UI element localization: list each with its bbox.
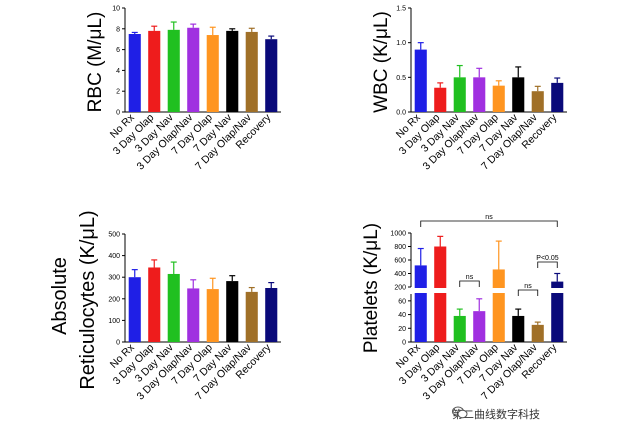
wbc-bar xyxy=(415,50,427,112)
platelets-axis-break-gap xyxy=(550,288,564,293)
retic-y-tick-label: 500 xyxy=(108,232,120,239)
platelets-y-tick-label: 400 xyxy=(394,271,406,278)
platelets-significance-bracket xyxy=(538,262,558,268)
platelets-axis-break-gap xyxy=(433,288,447,293)
wbc-bar xyxy=(473,77,485,112)
retic-bar xyxy=(148,267,160,342)
platelets-bar xyxy=(434,247,446,343)
rbc-y-tick-label: 10 xyxy=(112,6,120,13)
retic-bar xyxy=(187,288,199,342)
platelets-y-tick-label: 600 xyxy=(394,258,406,265)
platelets-bar xyxy=(512,316,524,342)
wbc-panel: WBC (K/μL) 0.00.51.01.5No Rx3 Day Olap3 … xyxy=(371,6,567,173)
platelets-y-tick-label: 60 xyxy=(398,298,406,305)
rbc-bar xyxy=(265,39,277,112)
retic-y-tick-label: 200 xyxy=(108,296,120,303)
platelets-y-tick-label: 1000 xyxy=(390,231,406,238)
platelets-axis-break-gap xyxy=(414,288,428,293)
platelets-bar xyxy=(454,316,466,342)
platelets-significance-bracket xyxy=(518,290,538,296)
platelets-panel: Platelets (K/μL) 0 20 40 60 200 400 600 800 1000… xyxy=(361,214,567,403)
retic-bar xyxy=(207,289,219,342)
rbc-y-tick-label: 4 xyxy=(116,68,120,75)
reticulocytes-panel: Absolute Reticulocytes (K/μL) 0 100 200 300… xyxy=(49,210,281,402)
rbc-y-tick-label: 6 xyxy=(116,47,120,54)
wbc-bar xyxy=(551,83,563,112)
rbc-bar xyxy=(246,32,258,112)
wbc-y-tick-label: 0.5 xyxy=(396,75,406,82)
platelets-significance-bracket xyxy=(460,281,480,287)
wbc-bar xyxy=(512,77,524,112)
platelets-y-tick-label: 800 xyxy=(394,244,406,251)
retic-bar xyxy=(168,274,180,342)
wbc-y-tick-label: 1.5 xyxy=(396,6,406,13)
retic-y-tick-label: 300 xyxy=(108,275,120,282)
wechat-icon xyxy=(452,406,468,419)
rbc-bar xyxy=(226,31,238,112)
retic-y-tick-label: 400 xyxy=(108,253,120,260)
retic-ylabel-line1: Absolute xyxy=(49,257,71,335)
platelets-bar xyxy=(493,269,505,342)
retic-bar xyxy=(246,292,258,342)
rbc-y-tick-label: 2 xyxy=(116,89,120,96)
retic-y-tick-label: 0 xyxy=(116,340,120,347)
platelets-ylabel: Platelets (K/μL) xyxy=(361,223,382,353)
platelets-significance-bracket xyxy=(421,221,558,227)
retic-bar xyxy=(129,277,141,342)
platelets-significance-label: ns xyxy=(466,274,474,281)
platelets-y-tick-label: 200 xyxy=(394,285,406,292)
rbc-ylabel: RBC (M/μL) xyxy=(85,12,106,113)
platelets-bar xyxy=(415,265,427,342)
wbc-bar xyxy=(434,88,446,112)
figure-canvas: RBC (M/μL) 0246810No Rx3 Day Olap3 Day N… xyxy=(0,0,624,425)
platelets-significance-label: ns xyxy=(524,283,532,290)
rbc-bar xyxy=(148,31,160,112)
rbc-bar xyxy=(168,30,180,112)
wbc-ylabel: WBC (K/μL) xyxy=(371,11,392,113)
retic-y-tick-label: 100 xyxy=(108,318,120,325)
wbc-bar xyxy=(454,77,466,112)
wbc-y-tick-label: 1.0 xyxy=(396,40,406,47)
retic-bar xyxy=(226,281,238,342)
platelets-significance-label: ns xyxy=(485,214,493,221)
rbc-bar xyxy=(129,34,141,112)
rbc-y-tick-label: 8 xyxy=(116,26,120,33)
platelets-axis-break-gap xyxy=(492,288,506,293)
platelets-bar xyxy=(532,325,544,342)
platelets-bar xyxy=(473,311,485,342)
rbc-y-tick-label: 0 xyxy=(116,110,120,117)
watermark: 第二曲线数字科技 xyxy=(452,406,540,422)
wbc-bar xyxy=(532,91,544,112)
wbc-y-tick-label: 0.0 xyxy=(396,110,406,117)
wbc-bar xyxy=(493,86,505,112)
rbc-bar xyxy=(187,28,199,112)
platelets-y-tick-label: 40 xyxy=(398,312,406,319)
platelets-y-tick-label: 20 xyxy=(398,326,406,333)
platelets-y-tick-label: 0 xyxy=(402,340,406,347)
rbc-bar xyxy=(207,35,219,112)
platelets-significance-label: P<0.05 xyxy=(536,255,558,262)
retic-ylabel-line2: Reticulocytes (K/μL) xyxy=(77,210,99,389)
retic-bar xyxy=(265,288,277,342)
